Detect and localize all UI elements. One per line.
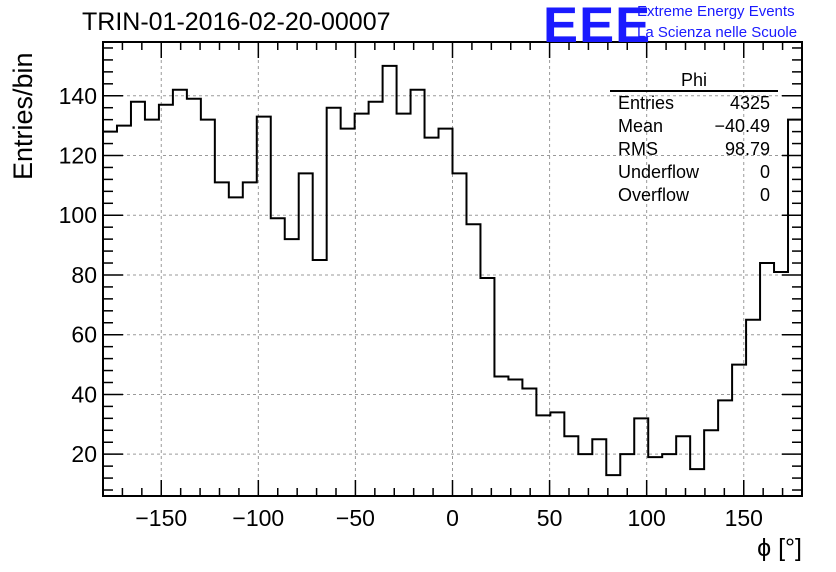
stats-label: Underflow [618, 162, 700, 182]
stats-box-title: Phi [610, 70, 778, 92]
histogram-step-line [103, 64, 802, 477]
x-tick-label: −150 [135, 505, 187, 531]
stats-row-entries: Entries 4325 [610, 92, 778, 115]
chart-title: TRIN-01-2016-02-20-00007 [82, 8, 391, 36]
x-tick-label: −100 [232, 505, 284, 531]
stats-value: −40.49 [714, 116, 770, 136]
x-axis-label: ϕ [°] [757, 534, 802, 562]
y-tick-label: 120 [59, 143, 97, 169]
y-tick-label: 60 [71, 322, 97, 348]
stats-row-rms: RMS 98.79 [610, 138, 778, 161]
histogram-bin [774, 272, 788, 496]
histogram-bin [285, 239, 299, 496]
y-tick-label: 20 [71, 441, 97, 467]
x-tick-label: 100 [627, 505, 665, 531]
histogram-bin [201, 120, 215, 496]
histogram-bin [592, 439, 606, 496]
histogram-bin [229, 197, 243, 496]
x-tick-label: −50 [336, 505, 375, 531]
histogram-bin [397, 114, 411, 496]
x-tick-label: 150 [725, 505, 763, 531]
x-tick-label: 50 [537, 505, 563, 531]
histogram-bin [299, 173, 313, 496]
axis-ticks [103, 42, 802, 496]
y-tick-label: 40 [71, 381, 97, 407]
histogram-bin [550, 412, 564, 496]
histogram-bin [327, 108, 341, 496]
histogram-bin [648, 457, 662, 496]
histogram-bin [578, 454, 592, 496]
histogram-bin [564, 436, 578, 496]
histogram-bin [145, 120, 159, 496]
histogram-bin [704, 430, 718, 496]
histogram-bin [439, 129, 453, 496]
stats-label: Mean [618, 116, 664, 136]
stats-value: 98.79 [724, 139, 770, 159]
histogram-bin [369, 102, 383, 496]
stats-row-mean: Mean −40.49 [610, 115, 778, 138]
histogram-bin [746, 320, 760, 496]
histogram-bin [117, 126, 131, 496]
histogram-bin [257, 117, 271, 496]
stats-value: 0 [759, 162, 770, 182]
tick-labels: −150 −100 −50 0 50 100 150 20 40 60 80 100 120 140 [59, 83, 763, 531]
histogram-bin [662, 454, 676, 496]
stats-label: Overflow [618, 185, 690, 205]
histogram-bin [508, 380, 522, 496]
stats-label: Entries [618, 93, 675, 113]
histogram-bin [383, 66, 397, 496]
logo-tagline-2: La Scienza nelle Scuole [637, 24, 798, 41]
histogram-bin [536, 415, 550, 496]
histogram-bin [788, 120, 802, 496]
histogram-bin [173, 90, 187, 496]
logo-tagline-1: Extreme Energy Events [637, 3, 795, 20]
y-axis-label: Entries/bin [8, 52, 38, 180]
plot-frame [102, 41, 803, 497]
eee-logo: EEE [543, 0, 652, 53]
stats-label: RMS [618, 139, 658, 159]
histogram-bin [466, 224, 480, 496]
histogram-bin [313, 260, 327, 496]
histogram-bin [341, 129, 355, 496]
histogram-bin [676, 436, 690, 496]
histogram-bin [425, 138, 439, 496]
stats-box: Phi Entries 4325 Mean −40.49 RMS 98.79 U… [610, 70, 778, 207]
histogram-bin [355, 114, 369, 496]
histogram-bin [411, 90, 425, 496]
histogram-bin [243, 182, 257, 496]
y-tick-label: 80 [71, 262, 97, 288]
x-tick-label: 0 [446, 505, 459, 531]
histogram-bin [215, 182, 229, 496]
stats-row-underflow: Underflow 0 [610, 161, 778, 184]
histogram-bin [718, 400, 732, 496]
histogram-bin [760, 263, 774, 496]
histogram-bin [690, 469, 704, 496]
stats-value: 0 [759, 185, 770, 205]
histogram-bin [103, 132, 117, 496]
grid-lines [103, 42, 802, 496]
histogram-bin [480, 278, 494, 496]
y-tick-label: 140 [59, 83, 97, 109]
histogram-bin [522, 388, 536, 496]
stats-row-overflow: Overflow 0 [610, 184, 778, 207]
histogram-bin [131, 102, 145, 496]
histogram-bin [187, 99, 201, 496]
y-tick-label: 100 [59, 202, 97, 228]
stats-value: 4325 [729, 93, 770, 113]
